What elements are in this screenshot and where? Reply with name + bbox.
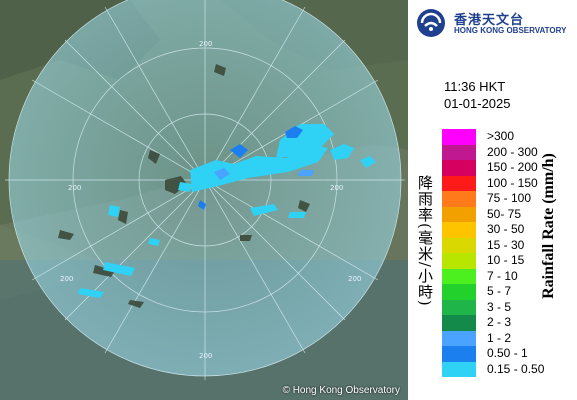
scale-label: 150 - 200 <box>487 160 538 174</box>
scale-row: 7 - 10 <box>442 268 530 284</box>
timestamp-date: 01-01-2025 <box>444 96 511 111</box>
scale-label: 10 - 15 <box>487 253 525 267</box>
scale-row: 50- 75 <box>442 206 530 222</box>
timestamp-time: 11:36 HKT <box>444 79 506 94</box>
scale-label: 0.50 - 1 <box>487 346 528 360</box>
scale-label: 0.15 - 0.50 <box>487 361 545 376</box>
scale-swatch <box>442 284 476 300</box>
scale-label: 50- 75 <box>487 206 522 221</box>
scale-swatch <box>442 191 476 207</box>
scale-swatch <box>442 346 476 362</box>
scale-row: 0.15 - 0.50 <box>442 361 544 377</box>
range-ring-label: 200 <box>68 184 82 192</box>
rainfall-scale: >300 200 - 300 150 - 200 100 - 150 75 - 100 5… <box>442 129 544 377</box>
scale-swatch <box>442 299 476 315</box>
scale-label: 75 - 100 <box>487 191 532 205</box>
radar-map-graphic <box>0 0 408 400</box>
legend-title-zh: 降雨率(毫米/小時) <box>416 175 434 307</box>
scale-row: 75 - 100 <box>442 191 532 207</box>
range-ring-label: 200 <box>60 275 74 283</box>
scale-swatch <box>442 237 476 253</box>
range-ring-label: 200 <box>199 40 213 48</box>
legend-title-en: Rainfall Rate (mm/h) <box>540 153 557 299</box>
scale-label: 3 - 5 <box>487 299 512 314</box>
scale-row: 0.50 - 1 <box>442 346 530 362</box>
scale-row: 5 - 7 <box>442 284 530 300</box>
scale-swatch <box>442 268 476 284</box>
scale-row: 10 - 15 <box>442 253 530 269</box>
scale-label: 200 - 300 <box>487 144 538 159</box>
scale-swatch <box>442 206 476 222</box>
logo-title-zh: 香港天文台 <box>454 13 525 28</box>
scale-swatch <box>442 144 476 160</box>
scale-swatch <box>442 129 476 145</box>
scale-row: 1 - 2 <box>442 330 530 346</box>
scale-row: 3 - 5 <box>442 299 530 315</box>
scale-label: 2 - 3 <box>487 315 512 329</box>
scale-row: 200 - 300 <box>442 144 538 160</box>
scale-swatch <box>442 361 476 377</box>
scale-swatch <box>442 315 476 331</box>
range-ring-label: 200 <box>199 352 213 360</box>
scale-label: 7 - 10 <box>487 268 518 283</box>
scale-row: 30 - 50 <box>442 222 530 238</box>
scale-label: 15 - 30 <box>487 237 525 252</box>
scale-row: 15 - 30 <box>442 237 530 253</box>
scale-label: 30 - 50 <box>487 222 525 236</box>
hko-logo-icon <box>417 9 445 37</box>
scale-label: 1 - 2 <box>487 330 512 345</box>
scale-row: >300 <box>442 129 530 145</box>
range-ring-label: 200 <box>348 275 362 283</box>
scale-swatch <box>442 330 476 346</box>
scale-swatch <box>442 253 476 269</box>
scale-swatch <box>442 222 476 238</box>
hko-logo: 香港天文台 HONG KONG OBSERVATORY <box>416 8 574 40</box>
scale-swatch <box>442 175 476 191</box>
timestamp: 11:36 HKT 01-01-2025 <box>444 78 511 112</box>
rain-echoes <box>78 124 376 298</box>
range-ring-label: 200 <box>330 184 344 192</box>
logo-title-en: HONG KONG OBSERVATORY <box>454 26 567 35</box>
scale-label: 5 - 7 <box>487 284 512 298</box>
scale-row: 150 - 200 <box>442 160 538 176</box>
coastlines <box>58 64 310 308</box>
radar-map: 200 200 200 200 200 200 © Hong Kong Obse… <box>0 0 408 400</box>
scale-label: >300 <box>487 129 515 143</box>
scale-row: 2 - 3 <box>442 315 530 331</box>
scale-row: 100 - 150 <box>442 175 538 191</box>
legend-panel: 香港天文台 HONG KONG OBSERVATORY 11:36 HKT 01… <box>408 0 577 400</box>
scale-label: 100 - 150 <box>487 175 538 190</box>
scale-swatch <box>442 160 476 176</box>
copyright-notice: © Hong Kong Observatory <box>282 385 400 396</box>
